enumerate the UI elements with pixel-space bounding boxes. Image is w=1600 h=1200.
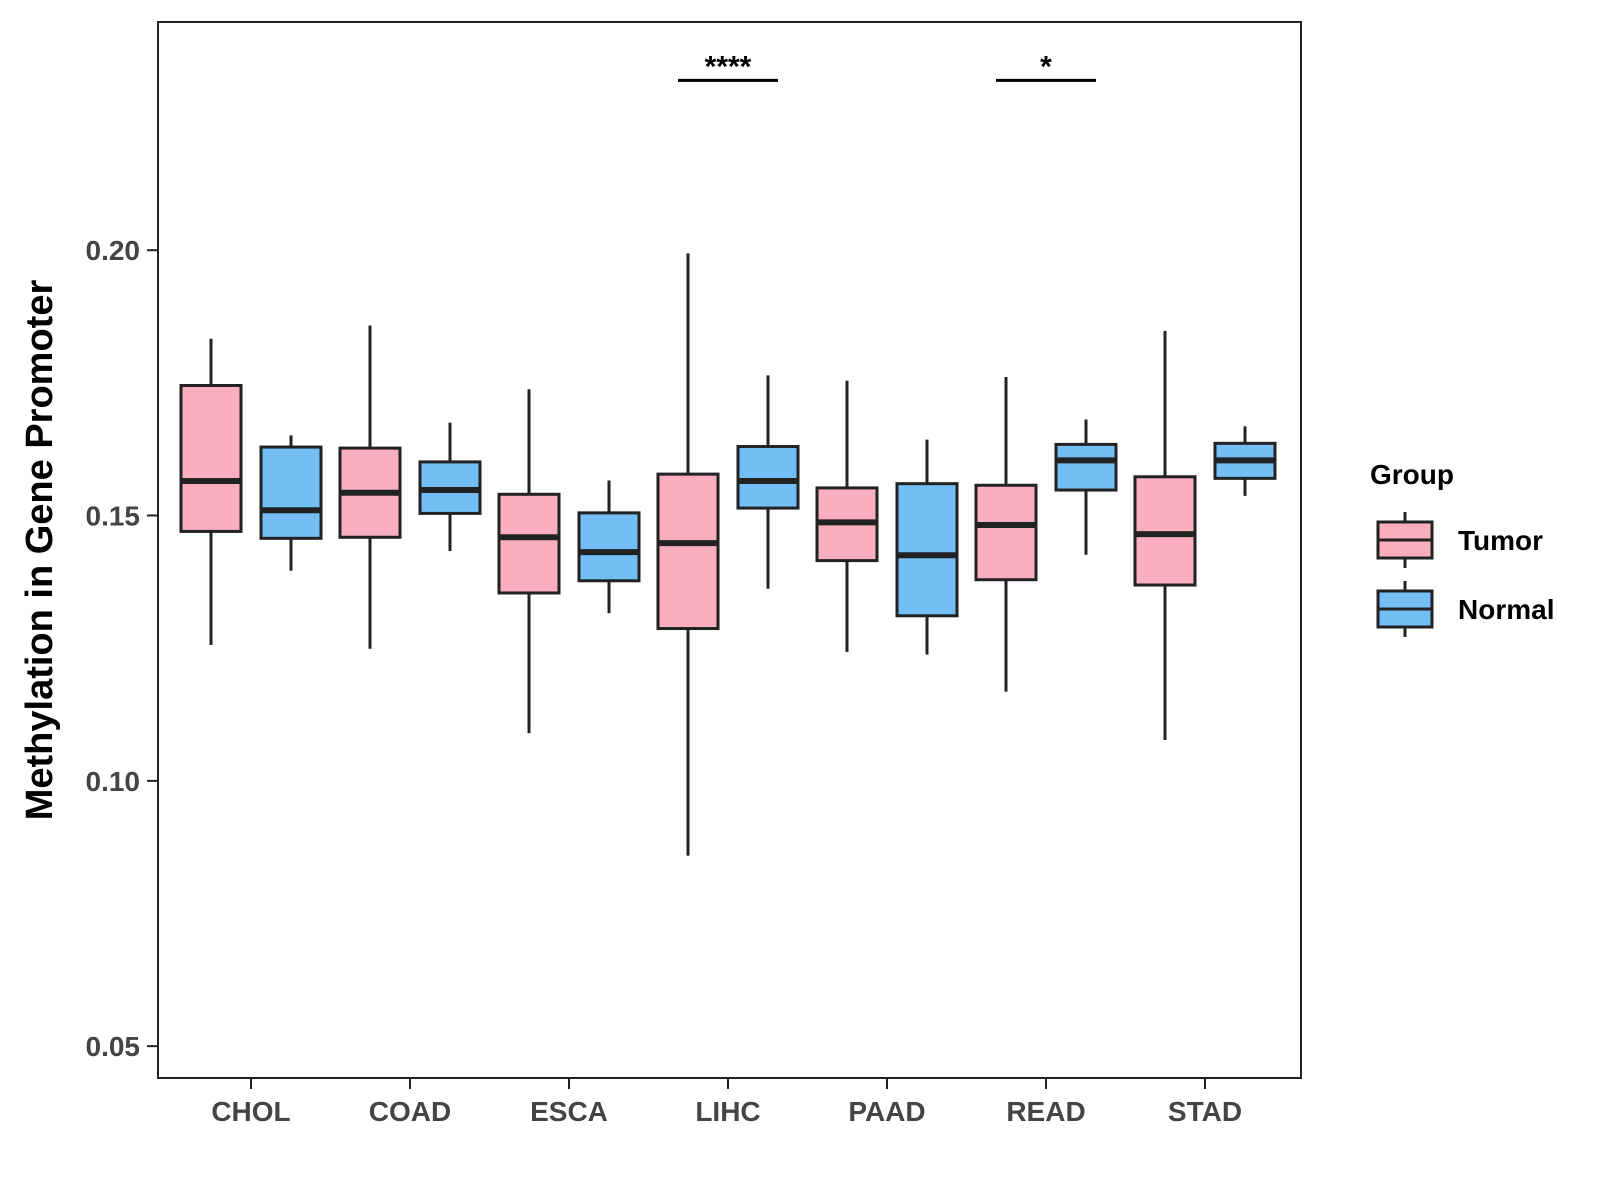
- x-tick-label: ESCA: [530, 1096, 608, 1127]
- x-axis: CHOL COAD ESCA LIHC PAAD READ STAD: [211, 1078, 1242, 1127]
- box-tumor-read: [974, 377, 1038, 692]
- x-tick-label: CHOL: [211, 1096, 290, 1127]
- box-normal-read: [1054, 419, 1118, 555]
- box-iqr: [736, 445, 800, 510]
- legend-title: Group: [1370, 459, 1454, 490]
- y-axis: 0.05 0.10 0.15 0.20: [86, 235, 158, 1062]
- significance-annotations: **** *: [678, 50, 1096, 83]
- box-iqr: [1133, 475, 1197, 587]
- y-tick-label: 0.10: [86, 766, 141, 797]
- y-axis-title: Methylation in Gene Promoter: [19, 280, 61, 821]
- y-tick-label: 0.05: [86, 1031, 141, 1062]
- box-iqr: [974, 483, 1038, 582]
- box-tumor-chol: [179, 338, 243, 645]
- box-iqr: [179, 383, 243, 533]
- x-tick-label: LIHC: [695, 1096, 760, 1127]
- box-iqr: [497, 492, 561, 595]
- box-iqr: [656, 472, 720, 631]
- box-normal-chol: [259, 435, 323, 571]
- box-series: [179, 253, 1277, 856]
- box-tumor-coad: [338, 325, 402, 649]
- box-normal-esca: [577, 480, 641, 614]
- y-tick-label: 0.20: [86, 235, 141, 266]
- box-iqr: [259, 445, 323, 540]
- box-tumor-esca: [497, 389, 561, 734]
- box-iqr: [577, 511, 641, 583]
- y-tick-label: 0.15: [86, 501, 141, 532]
- legend-entry-tumor: Tumor: [1376, 512, 1543, 568]
- legend: Group Tumor Normal: [1370, 459, 1554, 637]
- plot-panel: [157, 21, 1302, 1079]
- box-iqr: [1054, 442, 1118, 492]
- box-iqr: [895, 482, 959, 618]
- box-normal-coad: [418, 422, 482, 552]
- legend-label: Tumor: [1458, 525, 1543, 556]
- significance-label: ****: [705, 50, 752, 83]
- significance-label: *: [1040, 50, 1052, 83]
- box-normal-stad: [1213, 426, 1277, 496]
- x-tick-label: READ: [1006, 1096, 1085, 1127]
- x-tick-label: STAD: [1168, 1096, 1242, 1127]
- legend-label: Normal: [1458, 594, 1554, 625]
- box-normal-paad: [895, 439, 959, 655]
- box-tumor-lihc: [656, 253, 720, 856]
- legend-entry-normal: Normal: [1376, 581, 1554, 637]
- x-tick-label: COAD: [369, 1096, 451, 1127]
- x-tick-label: PAAD: [848, 1096, 925, 1127]
- box-tumor-paad: [815, 380, 879, 652]
- box-tumor-stad: [1133, 330, 1197, 740]
- box-normal-lihc: [736, 375, 800, 589]
